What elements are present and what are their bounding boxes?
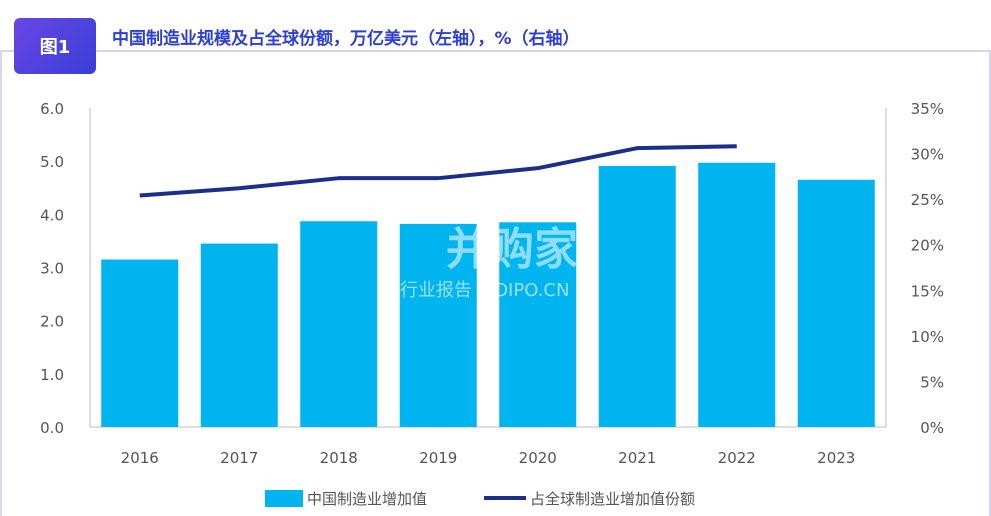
watermark-sub: 行业报告 IPOIPO.CN xyxy=(400,280,569,301)
left-tick-label: 0.0 xyxy=(40,419,64,437)
legend: 中国制造业增加值 占全球制造业增加值份额 xyxy=(265,490,695,508)
left-tick-label: 5.0 xyxy=(40,153,64,171)
right-tick-label: 20% xyxy=(911,237,944,255)
left-axis-ticks: 0.0 1.0 2.0 3.0 4.0 5.0 6.0 xyxy=(40,100,64,437)
bar xyxy=(499,222,577,427)
right-tick-label: 30% xyxy=(911,146,944,164)
x-tick-label: 2018 xyxy=(320,449,358,467)
x-tick-label: 2021 xyxy=(618,449,656,467)
bar xyxy=(399,223,477,427)
bar-series xyxy=(101,162,875,428)
watermark: 并购家 行业报告 IPOIPO.CN xyxy=(400,224,578,301)
right-tick-label: 35% xyxy=(911,100,944,118)
right-tick-label: 10% xyxy=(911,328,944,346)
right-tick-label: 5% xyxy=(920,373,944,391)
legend-bar-swatch xyxy=(265,490,303,507)
watermark-main: 并购家 xyxy=(446,224,578,275)
bar xyxy=(598,165,676,427)
bar xyxy=(101,259,179,427)
x-tick-label: 2019 xyxy=(419,449,457,467)
bar xyxy=(200,243,278,427)
x-tick-label: 2020 xyxy=(519,449,557,467)
x-tick-label: 2016 xyxy=(121,449,159,467)
right-tick-label: 0% xyxy=(920,419,944,437)
figure-badge: 图1 xyxy=(14,18,96,74)
left-tick-label: 4.0 xyxy=(40,206,64,224)
x-tick-label: 2023 xyxy=(817,449,855,467)
left-tick-label: 3.0 xyxy=(40,260,64,278)
right-tick-label: 25% xyxy=(911,191,944,209)
right-axis-ticks: 0% 5% 10% 15% 20% 25% 30% 35% xyxy=(911,100,944,437)
bar xyxy=(797,179,875,427)
left-tick-label: 6.0 xyxy=(40,100,64,118)
chart-title: 中国制造业规模及占全球份额，万亿美元（左轴），%（右轴） xyxy=(112,29,580,49)
left-tick-label: 1.0 xyxy=(40,366,64,384)
line-series xyxy=(139,144,737,198)
legend-bar-label: 中国制造业增加值 xyxy=(307,490,427,508)
bar xyxy=(698,162,776,428)
bar xyxy=(300,221,378,427)
left-tick-label: 2.0 xyxy=(40,313,64,331)
x-tick-label: 2022 xyxy=(718,449,756,467)
legend-line-label: 占全球制造业增加值份额 xyxy=(530,490,695,508)
share-line xyxy=(139,144,737,198)
x-tick-label: 2017 xyxy=(220,449,258,467)
x-axis-ticks: 2016 2017 2018 2019 2020 2021 2022 2023 xyxy=(121,449,856,467)
right-tick-label: 15% xyxy=(911,282,944,300)
